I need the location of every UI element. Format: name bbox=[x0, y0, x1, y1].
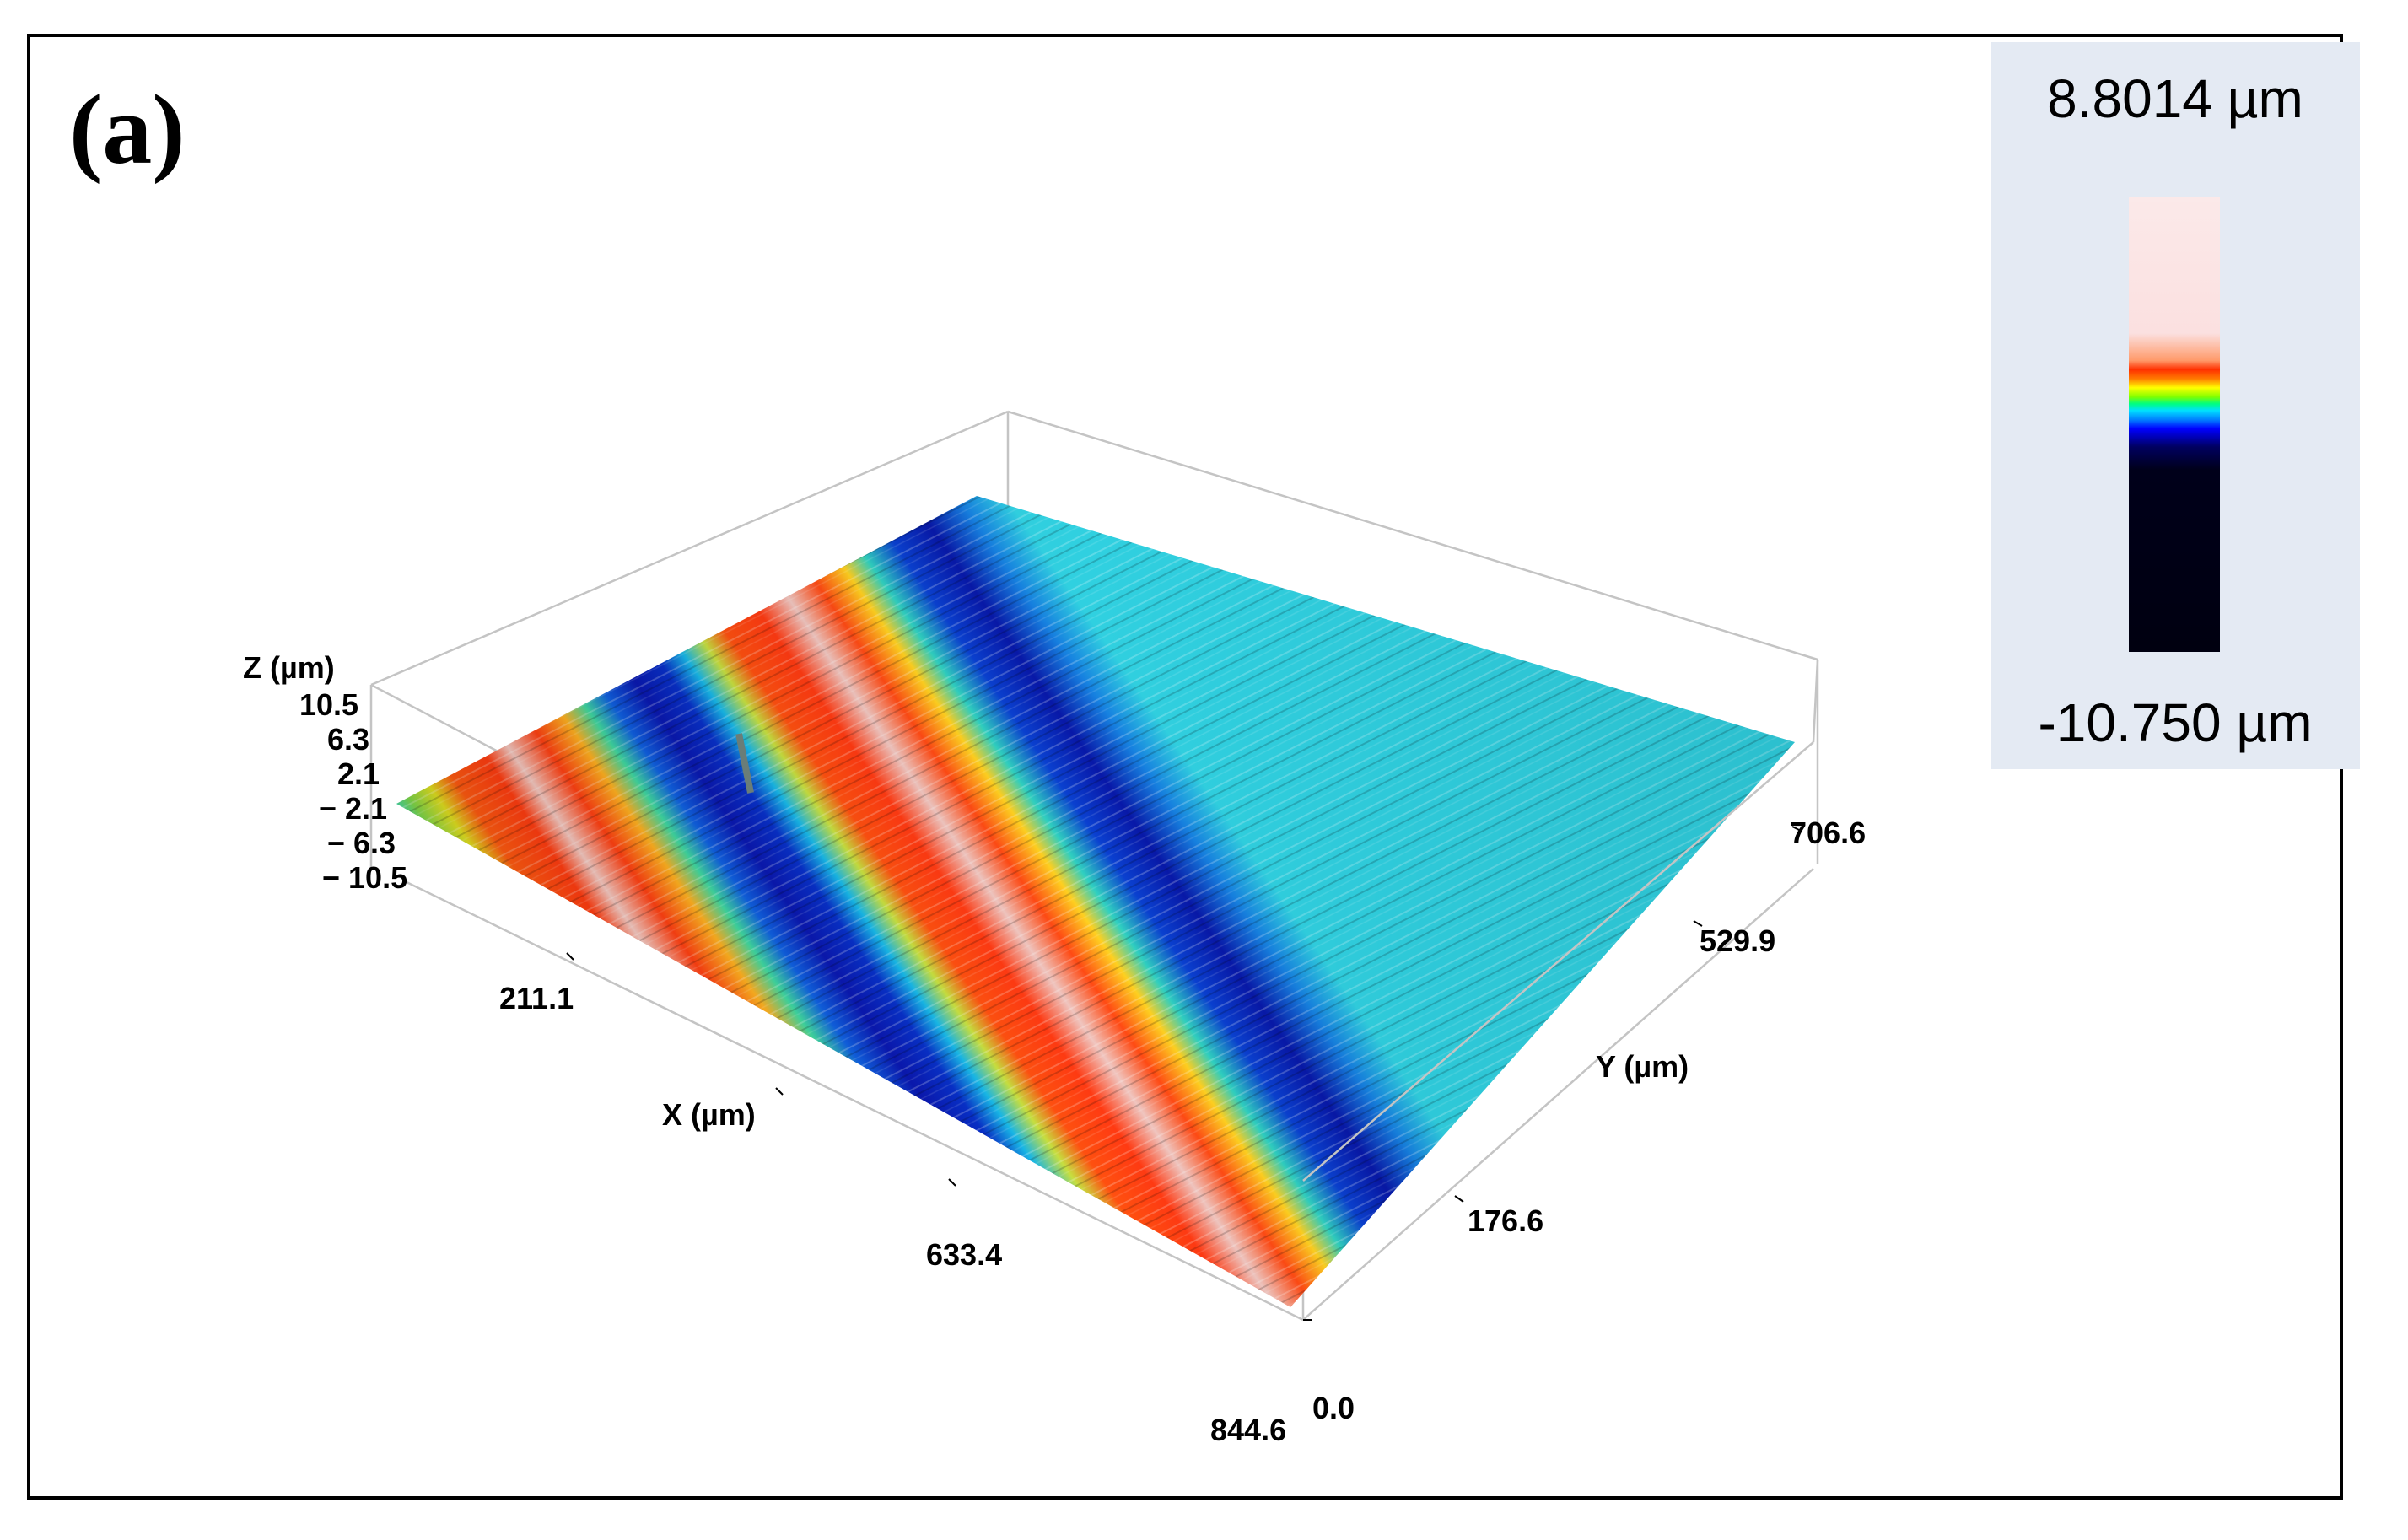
x-tick: 633.4 bbox=[926, 1237, 1002, 1272]
z-tick: − 2.1 bbox=[319, 791, 387, 826]
x-tick: 211.1 bbox=[499, 981, 574, 1015]
z-tick: 10.5 bbox=[299, 687, 358, 722]
x-tick: 844.6 bbox=[1210, 1413, 1286, 1447]
z-axis-label: Z (µm) bbox=[243, 650, 335, 685]
z-tick: 2.1 bbox=[337, 757, 380, 791]
y-tick: 529.9 bbox=[1700, 923, 1775, 958]
y-tick: 706.6 bbox=[1790, 816, 1866, 850]
z-tick: − 6.3 bbox=[327, 826, 396, 860]
color-legend: 8.8014 µm -10.750 µm bbox=[1991, 42, 2360, 769]
surface-mesh bbox=[396, 496, 1795, 1307]
z-tick: 6.3 bbox=[327, 722, 369, 757]
legend-min-label: -10.750 µm bbox=[2038, 692, 2313, 753]
legend-colorbar bbox=[2129, 197, 2220, 652]
y-axis-label: Y (µm) bbox=[1596, 1049, 1689, 1084]
legend-max-label: 8.8014 µm bbox=[2047, 68, 2303, 129]
y-tick: 176.6 bbox=[1468, 1203, 1543, 1238]
y-tick: 0.0 bbox=[1312, 1391, 1355, 1425]
panel-label: (a) bbox=[69, 74, 186, 185]
z-tick: − 10.5 bbox=[322, 860, 407, 895]
spike bbox=[735, 733, 754, 794]
x-axis-label: X (µm) bbox=[662, 1097, 756, 1132]
